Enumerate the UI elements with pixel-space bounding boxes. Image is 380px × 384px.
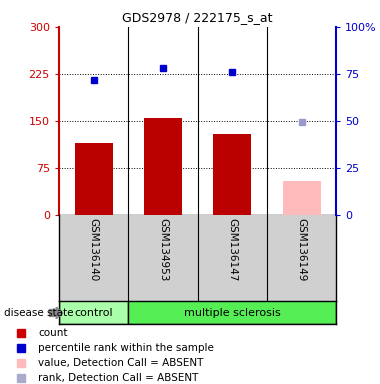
Bar (213, 134, 251, 215)
Bar (144, 118, 182, 215)
Text: disease state: disease state (4, 308, 73, 318)
Text: GSM136147: GSM136147 (227, 218, 237, 281)
Title: GDS2978 / 222175_s_at: GDS2978 / 222175_s_at (122, 11, 273, 24)
Text: GSM136140: GSM136140 (89, 218, 98, 281)
Bar (74, 143, 112, 215)
Text: percentile rank within the sample: percentile rank within the sample (38, 343, 214, 353)
Text: rank, Detection Call = ABSENT: rank, Detection Call = ABSENT (38, 373, 198, 383)
Text: control: control (74, 308, 113, 318)
Text: count: count (38, 328, 68, 338)
Bar (283, 180, 321, 215)
Text: multiple sclerosis: multiple sclerosis (184, 308, 281, 318)
Text: value, Detection Call = ABSENT: value, Detection Call = ABSENT (38, 358, 203, 368)
Bar (59, 301, 128, 324)
Text: GSM136149: GSM136149 (297, 218, 307, 281)
Text: GSM134953: GSM134953 (158, 218, 168, 281)
Bar (128, 301, 336, 324)
